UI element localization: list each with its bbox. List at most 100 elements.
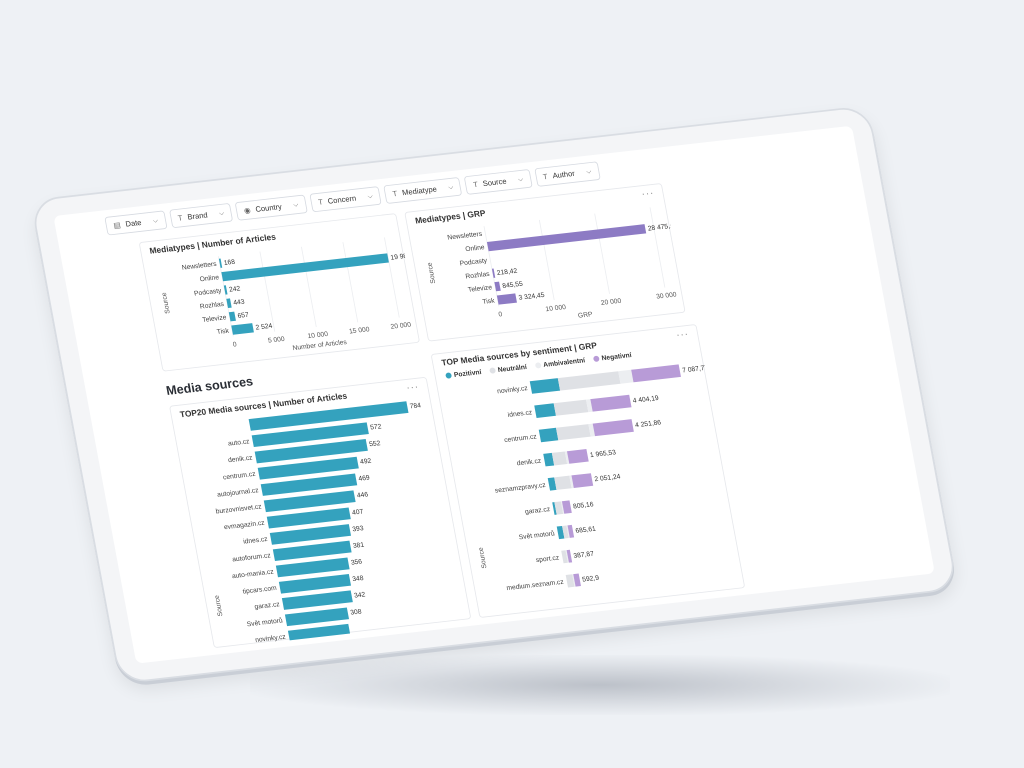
y-axis-label: Source [426,262,437,284]
bar-segment [562,525,569,539]
y-tick-label: evmagazin.cz [223,520,265,532]
filter-label: Mediatype [401,184,438,197]
y-tick-label: denik.cz [516,458,542,468]
bar-segment [592,419,634,437]
x-tick-label: 0 [232,341,237,348]
grid-line [259,251,276,332]
data-label: 4 404,19 [632,395,659,405]
bar [218,258,223,268]
data-label: 492 [360,458,373,466]
data-label: 407 [352,508,365,516]
bar [263,490,356,513]
filter-date[interactable]: ▤ Date ⌵ [104,210,168,236]
filter-brand[interactable]: T Brand ⌵ [168,202,234,229]
bar-segment [573,573,581,587]
bar-segment [551,451,568,466]
filter-label: Author [551,169,576,180]
y-tick-label: novinky.cz [255,634,287,644]
bar-segment [564,451,570,464]
bar-segment [569,475,574,489]
filter-mediatype[interactable]: T Mediatype ⌵ [383,176,463,204]
data-label: 19 981 [390,252,412,261]
data-label: 218,42 [496,268,518,277]
y-tick-label: autojournal.cz [217,487,260,499]
y-tick-label: novinky.cz [497,385,529,395]
filter-author[interactable]: T Author ⌵ [533,161,601,187]
bar [223,285,228,295]
bar-segment [566,549,573,563]
data-label: 356 [350,558,363,566]
bar [494,281,501,292]
data-label: 592,9 [582,575,600,584]
filter-source[interactable]: T Source ⌵ [464,169,533,195]
data-label: 342 [354,591,367,599]
bar [278,573,352,594]
filter-label: Source [482,176,508,188]
chart-mediatypes-grp: 0 10 000 20 000 30 000 GRP Source Newsletters O… [426,207,678,320]
legend-swatch [489,367,497,375]
chart-mediatypes-articles: 0 5 000 10 000 15 000 20 000 Number of Articl… [161,237,412,352]
data-label: 393 [352,525,365,533]
bar-segment [554,475,572,490]
data-label: 3 324,45 [518,292,545,302]
y-tick-label: tipcars.com [242,585,278,596]
grid-line [342,242,359,323]
bar-segment [561,550,568,564]
bar [284,607,350,627]
y-tick-label: Podcasty [194,287,223,297]
bar [248,401,409,431]
panel-menu-button[interactable]: ··· [405,380,420,394]
bar-segment [565,550,569,563]
bar [287,623,351,643]
bar [260,473,358,496]
bar-segment [566,449,589,464]
y-tick-label: sport.cz [535,554,560,564]
bar [275,557,350,578]
chevron-down-icon: ⌵ [366,191,374,201]
filter-concern[interactable]: T Concern ⌵ [309,186,382,213]
grid-line [483,226,500,307]
bar-segment [567,524,575,538]
filter-country[interactable]: ◉ Country ⌵ [234,194,308,221]
data-label: 552 [369,440,382,448]
x-tick-label: 5 000 [267,336,285,345]
data-label: 657 [237,312,250,320]
data-label: 168 [223,259,236,267]
x-tick-label: 20 000 [390,321,412,330]
data-label: 2 051,24 [594,473,621,483]
data-label: 348 [352,575,365,583]
data-label: 443 [233,299,246,307]
chart-top20-articles: Source 784 auto.cz 572 denik.cz 552 centrum.cz… [214,401,422,644]
panel-menu-button[interactable]: ··· [640,186,656,200]
chevron-down-icon: ⌵ [152,216,159,225]
filter-label: Country [254,202,283,214]
tablet-device: ▤ Date ⌵ T Brand ⌵ ◉ Country ⌵ T Concern ⌵ T Mediatyp… [30,105,959,685]
bar-segment [560,501,565,514]
data-label: 845,55 [502,281,524,290]
grid-line [217,256,234,337]
y-axis-label: Source [161,292,172,314]
y-tick-label: idnes.cz [243,536,269,546]
chevron-down-icon: ⌵ [218,208,225,217]
data-label: 2 524 [255,323,273,332]
data-label: 685,61 [575,526,597,535]
y-tick-label: idnes.cz [507,409,533,419]
bar-segment [586,399,593,413]
y-tick-label: centrum.cz [504,433,538,444]
y-tick-label: Online [465,244,486,253]
bar [257,456,359,480]
panel-menu-button[interactable]: ··· [675,327,690,341]
grid-line [594,213,610,294]
bar-segment [588,423,596,437]
x-tick-label: 10 000 [545,304,567,313]
y-tick-label: garaz.cz [254,601,281,611]
y-tick-label: Televize [467,284,492,294]
y-tick-label: Online [199,274,220,283]
y-tick-label: seznamzpravy.cz [494,482,547,495]
data-label: 7 087,77 [682,365,709,375]
data-label: 308 [350,608,363,616]
y-tick-label: Newsletters [181,261,218,272]
y-tick-label: Svět motorů [246,616,283,628]
y-axis-label: Source [478,547,489,569]
data-label: 572 [370,423,383,431]
